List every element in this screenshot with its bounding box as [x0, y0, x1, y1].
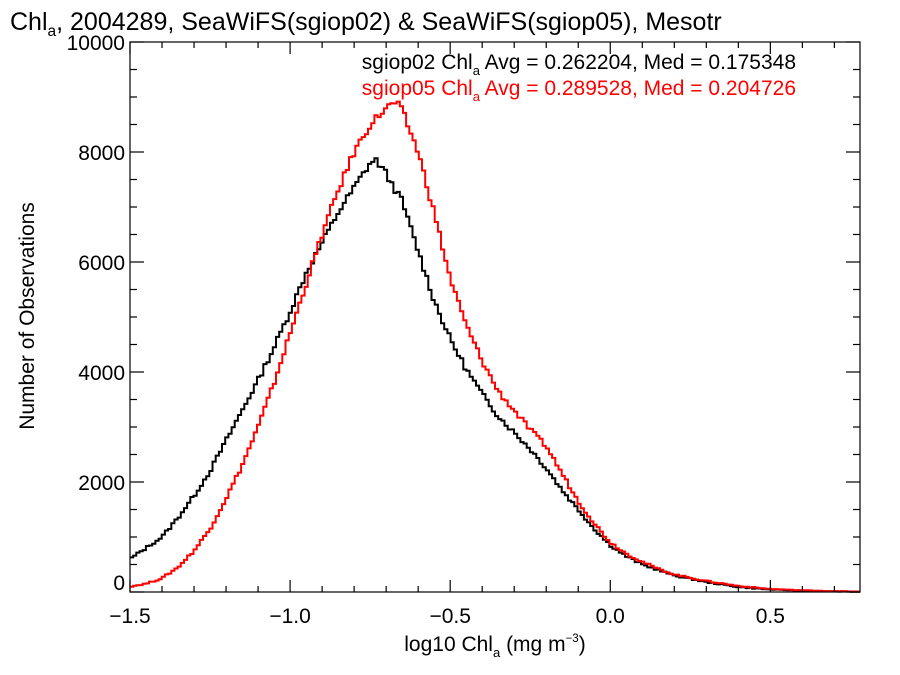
text-run-sub: a [473, 89, 481, 104]
chart-title: Chla, 2004289, SeaWiFS(sgiop02) & SeaWiF… [10, 8, 722, 40]
text-run-sub: a [48, 23, 57, 40]
tick-layer [129, 41, 860, 593]
text-run: (mg m [500, 633, 565, 656]
text-run-sub: a [493, 645, 501, 660]
y-tick-label: 6000 [78, 252, 125, 275]
text-run: log10 Chl [404, 633, 493, 656]
y-tick-label: 4000 [78, 362, 125, 385]
x-tick-label: −1.5 [109, 605, 150, 628]
x-tick-label: −1.0 [269, 605, 310, 628]
y-tick-label: 10000 [67, 32, 125, 55]
y-axis-label: Number of Observations [16, 202, 39, 430]
text-run: Chl [10, 8, 48, 36]
series-line [130, 157, 860, 593]
stats-annotation: sgiop02 Chla Avg = 0.262204, Med = 0.175… [362, 51, 796, 78]
x-tick-label: 0.5 [756, 605, 785, 628]
text-run: sgiop05 Chl [362, 77, 473, 100]
text-run: , 2004289, SeaWiFS(sgiop02) & SeaWiFS(sg… [56, 8, 722, 36]
annotation-layer: sgiop02 Chla Avg = 0.262204, Med = 0.175… [362, 51, 796, 104]
text-run: sgiop02 Chl [362, 51, 473, 74]
series-line [130, 100, 860, 593]
x-tick-label: −0.5 [429, 605, 470, 628]
plot-frame [129, 41, 861, 593]
text-run: ) [579, 633, 586, 656]
text-run: Avg = 0.262204, Med = 0.175348 [480, 51, 796, 74]
y-tick-label: 8000 [78, 142, 125, 165]
y-tick-label: 2000 [78, 472, 125, 495]
tick-label-layer: −1.5 −1.0 −0.5 0.0 0.5 0 2000 4000 6000 8000 10000 [67, 32, 785, 628]
x-tick-label: 0.0 [596, 605, 625, 628]
y-tick-label: 0 [113, 572, 125, 595]
series-layer [130, 100, 860, 593]
text-run: Avg = 0.289528, Med = 0.204726 [480, 77, 796, 100]
x-axis-label: log10 Chla (mg m−3) [404, 633, 585, 660]
text-run-sub: a [473, 63, 481, 78]
stats-annotation: sgiop05 Chla Avg = 0.289528, Med = 0.204… [362, 77, 796, 104]
text-run-sup: −3 [566, 633, 579, 645]
